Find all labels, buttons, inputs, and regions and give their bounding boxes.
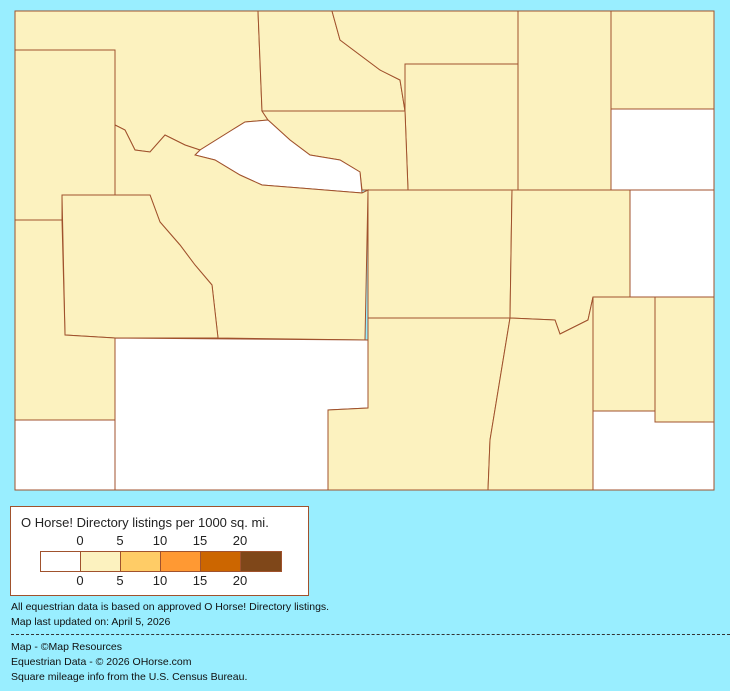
legend-tick: 0 [76,533,84,548]
wyoming-county-map [14,10,715,491]
county-platte[interactable] [592,296,656,412]
legend-tick: 0 [76,573,84,588]
legend-bottom-ticks: 0 5 10 15 20 [11,573,308,588]
census-credit: Square mileage info from the U.S. Census… [11,671,248,683]
county-niobrara[interactable] [629,189,715,298]
data-credit: Equestrian Data - © 2026 OHorse.com [11,656,192,668]
data-source-note: All equestrian data is based on approved… [11,601,330,613]
map-credit: Map - ©Map Resources [11,641,123,653]
legend-title: O Horse! Directory listings per 1000 sq.… [21,515,269,530]
county-campbell[interactable] [517,10,612,191]
county-goshen[interactable] [654,296,715,423]
legend-tick: 15 [192,573,208,588]
legend-tick: 20 [232,573,248,588]
divider [11,634,730,635]
legend-tick: 5 [116,573,124,588]
legend: O Horse! Directory listings per 1000 sq.… [10,506,309,596]
county-crook[interactable] [610,10,715,110]
legend-top-ticks: 0 5 10 15 20 [11,533,308,548]
legend-tick: 10 [152,533,168,548]
legend-swatch [241,552,281,571]
county-laramie[interactable] [592,410,715,491]
county-natrona[interactable] [367,189,513,319]
legend-swatch [41,552,81,571]
legend-tick: 15 [192,533,208,548]
legend-tick: 10 [152,573,168,588]
county-uinta[interactable] [14,419,116,491]
legend-tick: 5 [116,533,124,548]
legend-swatch [201,552,241,571]
legend-swatch [161,552,201,571]
county-johnson[interactable] [404,63,519,191]
legend-color-bar [40,551,282,572]
county-weston[interactable] [610,108,715,191]
last-updated-note: Map last updated on: April 5, 2026 [11,616,171,628]
legend-swatch [81,552,121,571]
legend-tick: 20 [232,533,248,548]
legend-swatch [121,552,161,571]
